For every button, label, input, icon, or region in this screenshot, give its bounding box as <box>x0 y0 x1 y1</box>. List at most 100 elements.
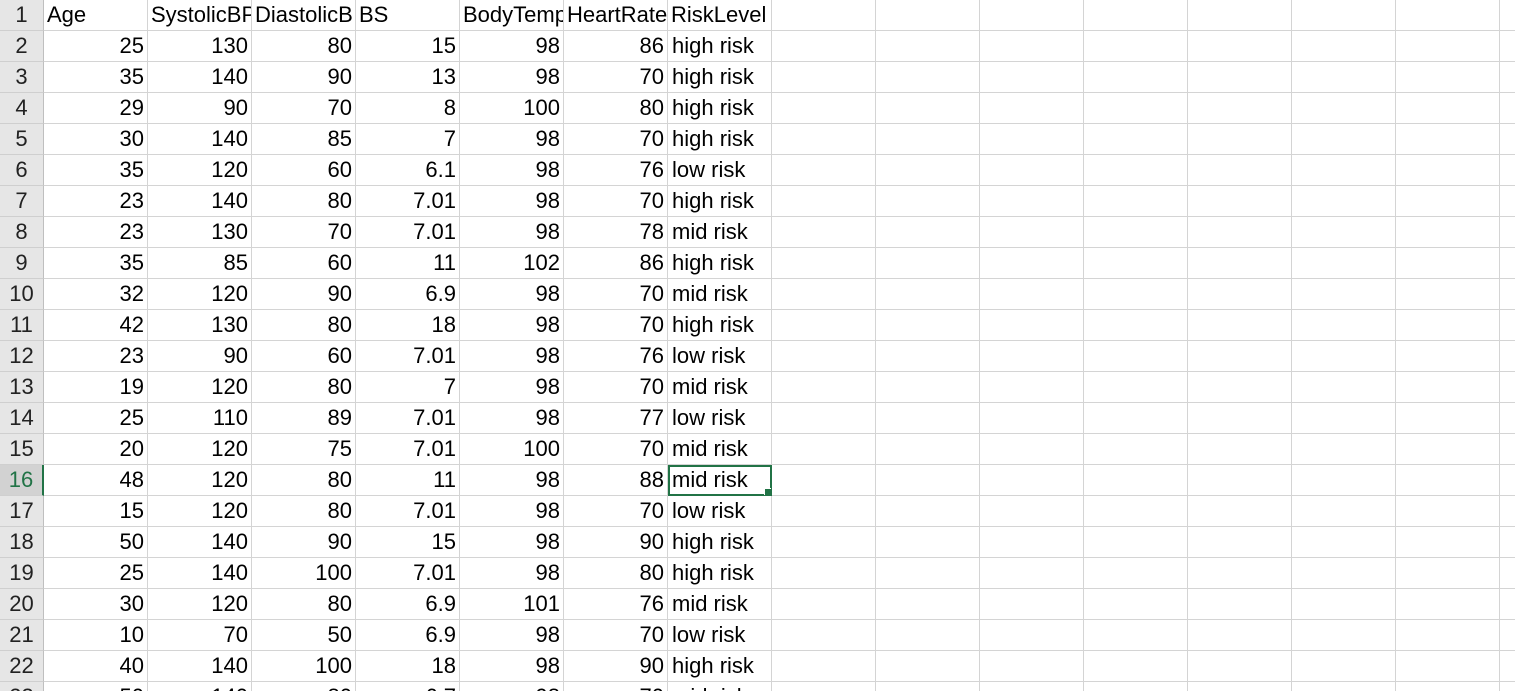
data-cell[interactable]: 98 <box>460 186 564 217</box>
data-cell[interactable]: 90 <box>252 527 356 558</box>
data-cell[interactable]: 98 <box>460 558 564 589</box>
data-cell[interactable]: 25 <box>44 403 148 434</box>
data-cell[interactable]: high risk <box>668 527 772 558</box>
empty-cell[interactable] <box>1292 279 1396 310</box>
empty-cell[interactable] <box>1396 124 1500 155</box>
data-cell[interactable]: 100 <box>460 434 564 465</box>
column-header-cell[interactable]: BS <box>356 0 460 31</box>
data-cell[interactable]: 19 <box>44 372 148 403</box>
empty-cell[interactable] <box>772 682 876 691</box>
empty-cell[interactable] <box>1188 651 1292 682</box>
data-cell[interactable]: 85 <box>252 124 356 155</box>
empty-cell[interactable] <box>1084 682 1188 691</box>
column-header-cell[interactable]: Age <box>44 0 148 31</box>
data-cell[interactable]: 70 <box>564 372 668 403</box>
empty-cell[interactable] <box>1396 310 1500 341</box>
empty-cell[interactable] <box>1500 248 1515 279</box>
empty-cell[interactable] <box>1292 124 1396 155</box>
empty-cell[interactable] <box>1292 558 1396 589</box>
data-cell[interactable]: 140 <box>148 62 252 93</box>
empty-cell[interactable] <box>876 589 980 620</box>
empty-cell[interactable] <box>876 496 980 527</box>
row-header[interactable]: 12 <box>0 341 44 372</box>
empty-cell[interactable] <box>1292 341 1396 372</box>
data-cell[interactable]: high risk <box>668 558 772 589</box>
data-cell[interactable]: 6.7 <box>356 682 460 691</box>
row-header[interactable]: 16 <box>0 465 44 496</box>
empty-cell[interactable] <box>1292 155 1396 186</box>
data-cell[interactable]: 90 <box>148 341 252 372</box>
empty-cell[interactable] <box>876 465 980 496</box>
empty-cell[interactable] <box>980 155 1084 186</box>
empty-cell[interactable] <box>980 93 1084 124</box>
empty-cell[interactable] <box>1500 465 1515 496</box>
data-cell[interactable]: 60 <box>252 341 356 372</box>
empty-cell[interactable] <box>1292 310 1396 341</box>
data-cell[interactable]: 25 <box>44 31 148 62</box>
data-cell[interactable]: 40 <box>44 651 148 682</box>
empty-cell[interactable] <box>1500 279 1515 310</box>
data-cell[interactable]: 120 <box>148 279 252 310</box>
empty-cell[interactable] <box>1396 93 1500 124</box>
data-cell[interactable]: 86 <box>564 248 668 279</box>
data-cell[interactable]: 7.01 <box>356 558 460 589</box>
data-cell[interactable]: 130 <box>148 217 252 248</box>
data-cell[interactable]: 60 <box>252 248 356 279</box>
empty-cell[interactable] <box>1188 62 1292 93</box>
empty-cell[interactable] <box>1396 527 1500 558</box>
empty-cell[interactable] <box>1292 620 1396 651</box>
data-cell[interactable]: 90 <box>148 93 252 124</box>
empty-cell[interactable] <box>980 465 1084 496</box>
data-cell[interactable]: 7.01 <box>356 217 460 248</box>
empty-cell[interactable] <box>1500 310 1515 341</box>
empty-cell[interactable] <box>1396 372 1500 403</box>
empty-cell[interactable] <box>1188 372 1292 403</box>
empty-cell[interactable] <box>876 248 980 279</box>
data-cell[interactable]: 70 <box>252 93 356 124</box>
row-header[interactable]: 2 <box>0 31 44 62</box>
data-cell[interactable]: 98 <box>460 527 564 558</box>
data-cell[interactable]: 89 <box>252 403 356 434</box>
empty-cell[interactable] <box>1188 527 1292 558</box>
data-cell[interactable]: 23 <box>44 341 148 372</box>
empty-cell[interactable] <box>980 589 1084 620</box>
data-cell[interactable]: low risk <box>668 155 772 186</box>
empty-cell[interactable] <box>1292 465 1396 496</box>
data-cell[interactable]: 101 <box>460 589 564 620</box>
data-cell[interactable]: 23 <box>44 217 148 248</box>
empty-cell[interactable] <box>1500 155 1515 186</box>
empty-cell[interactable] <box>1188 248 1292 279</box>
data-cell[interactable]: 140 <box>148 124 252 155</box>
data-cell[interactable]: low risk <box>668 496 772 527</box>
empty-cell[interactable] <box>772 589 876 620</box>
data-cell[interactable]: high risk <box>668 248 772 279</box>
row-header[interactable]: 7 <box>0 186 44 217</box>
empty-cell[interactable] <box>1084 620 1188 651</box>
data-cell[interactable]: 102 <box>460 248 564 279</box>
empty-cell[interactable] <box>980 682 1084 691</box>
empty-cell[interactable] <box>1292 0 1396 31</box>
data-cell[interactable]: 86 <box>564 31 668 62</box>
empty-cell[interactable] <box>772 31 876 62</box>
column-header-cell[interactable]: BodyTemp <box>460 0 564 31</box>
empty-cell[interactable] <box>772 310 876 341</box>
empty-cell[interactable] <box>772 372 876 403</box>
empty-cell[interactable] <box>1396 31 1500 62</box>
data-cell[interactable]: 98 <box>460 124 564 155</box>
empty-cell[interactable] <box>1188 341 1292 372</box>
empty-cell[interactable] <box>1500 403 1515 434</box>
empty-cell[interactable] <box>1292 31 1396 62</box>
data-cell[interactable]: 98 <box>460 341 564 372</box>
data-cell[interactable]: mid risk <box>668 434 772 465</box>
empty-cell[interactable] <box>1084 186 1188 217</box>
data-cell[interactable]: 120 <box>148 496 252 527</box>
empty-cell[interactable] <box>1084 310 1188 341</box>
data-cell[interactable]: 80 <box>252 31 356 62</box>
data-cell[interactable]: 20 <box>44 434 148 465</box>
row-header[interactable]: 15 <box>0 434 44 465</box>
empty-cell[interactable] <box>980 279 1084 310</box>
data-cell[interactable]: 75 <box>252 434 356 465</box>
empty-cell[interactable] <box>1084 465 1188 496</box>
data-cell[interactable]: 7 <box>356 372 460 403</box>
data-cell[interactable]: 98 <box>460 31 564 62</box>
